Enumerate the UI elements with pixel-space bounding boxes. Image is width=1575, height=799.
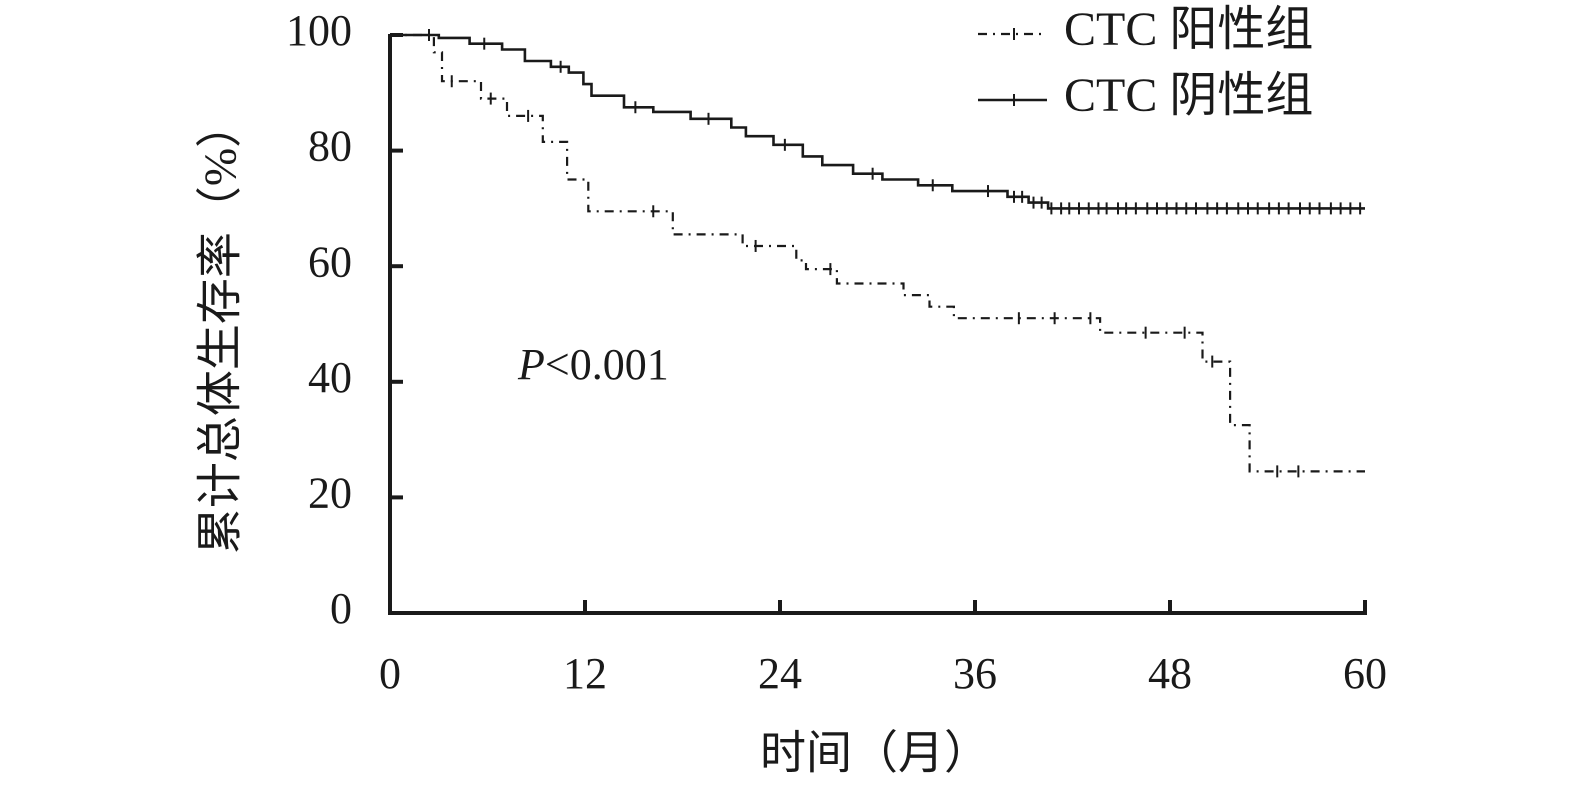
axes [388,34,1367,615]
y-tick-label-5: 100 [286,6,352,55]
y-axis-title: 累计总体生存率（%） [195,102,246,554]
series-1-line [390,33,1365,473]
legend-item-2: CTC 阴性组 [978,69,1313,122]
legend: CTC 阳性组 CTC 阴性组 [978,3,1313,122]
p-value-annotation: P<0.001 [517,340,669,389]
legend-label-2: CTC 阴性组 [1064,69,1313,122]
y-tick-label-2: 40 [308,353,352,402]
survival-curves [390,29,1365,478]
x-tick-label-0: 0 [379,649,401,698]
p-value-letter: P [517,340,545,389]
legend-label-1: CTC 阳性组 [1064,3,1313,56]
x-axis-title: 时间（月） [760,728,990,779]
series-1 [390,33,1365,478]
x-tick-label-5: 60 [1343,649,1387,698]
y-tick-label-1: 20 [308,468,352,517]
y-tick-label-3: 60 [308,237,352,286]
legend-item-1: CTC 阳性组 [978,3,1313,56]
x-tick-label-2: 24 [758,649,802,698]
x-tick-label-4: 48 [1148,649,1192,698]
y-tick-label-4: 80 [308,122,352,171]
ticks: 0 12 24 36 48 60 0 20 40 60 80 100 [286,6,1387,698]
series-2 [390,29,1365,215]
y-tick-label-0: 0 [330,584,352,633]
x-tick-label-1: 12 [563,649,607,698]
series-2-line [390,33,1365,210]
p-value-text: <0.001 [545,340,669,389]
x-tick-label-3: 36 [953,649,997,698]
